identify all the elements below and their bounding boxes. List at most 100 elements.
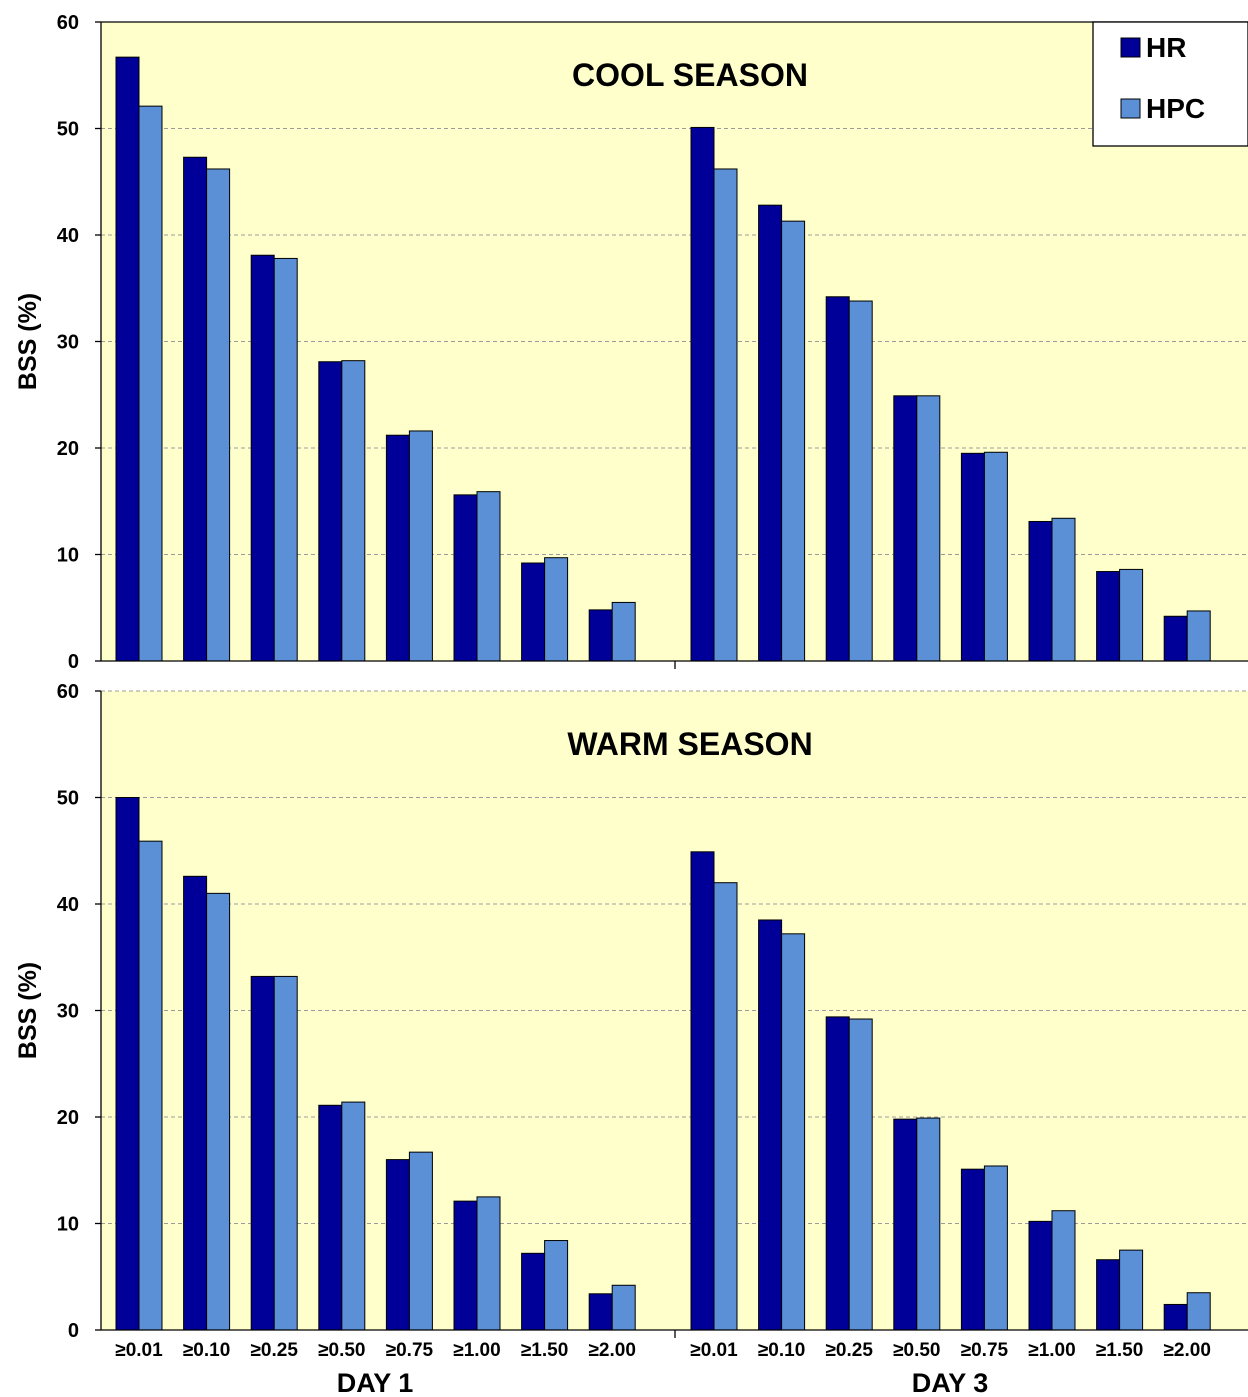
cool-season-y-tick-label: 20 bbox=[57, 438, 79, 460]
warm-season-y-tick-label: 0 bbox=[68, 1320, 79, 1342]
warm-season-bar-hr bbox=[825, 1016, 850, 1331]
x-category-label: ≥0.10 bbox=[183, 1340, 230, 1361]
warm-season-y-tick-label: 20 bbox=[57, 1107, 79, 1129]
warm-season-bar-hpc bbox=[611, 1284, 636, 1331]
warm-season-bar-hpc bbox=[1051, 1210, 1076, 1331]
x-category-label: ≥1.00 bbox=[453, 1340, 500, 1361]
cool-season-bar-hr bbox=[1163, 615, 1188, 662]
warm-season-y-tick-label: 30 bbox=[57, 1001, 79, 1023]
warm-season-bar-hr bbox=[893, 1118, 918, 1331]
cool-season-y-tick-label: 10 bbox=[57, 545, 79, 567]
legend-swatch-hr bbox=[1120, 37, 1141, 58]
x-category-label: ≥0.01 bbox=[115, 1340, 163, 1361]
cool-season-y-tick-label: 0 bbox=[68, 651, 79, 673]
x-category-label: ≥0.25 bbox=[825, 1340, 873, 1361]
cool-season-panel: 0 10 20 30 40 50 60 COOL SEASON BSS (%) bbox=[14, 12, 1248, 673]
cool-season-bar-hr bbox=[893, 395, 918, 662]
x-category-label: ≥0.01 bbox=[690, 1340, 738, 1361]
warm-season-bar-hpc bbox=[713, 882, 738, 1331]
x-category-label: ≥2.00 bbox=[588, 1340, 635, 1361]
cool-season-bar-hpc bbox=[611, 601, 636, 662]
warm-season-bar-hr bbox=[960, 1168, 985, 1331]
x-category-label: ≥0.50 bbox=[318, 1340, 365, 1361]
warm-season-bar-hpc bbox=[1119, 1249, 1144, 1331]
warm-season-bar-hr bbox=[115, 797, 140, 1331]
x-axis-group-labels: DAY 1 DAY 3 bbox=[337, 1368, 989, 1397]
x-category-label: ≥0.10 bbox=[758, 1340, 805, 1361]
warm-season-bar-hr bbox=[250, 975, 275, 1331]
cool-season-bar-hr bbox=[521, 562, 546, 662]
cool-season-y-tick-label: 50 bbox=[57, 119, 79, 141]
warm-season-bar-hr bbox=[183, 875, 208, 1331]
warm-season-bar-hr bbox=[690, 851, 715, 1331]
cool-season-bar-hr bbox=[115, 56, 140, 662]
warm-season-y-tick-label: 10 bbox=[57, 1214, 79, 1236]
warm-season-bars bbox=[115, 797, 1211, 1331]
warm-season-bar-hpc bbox=[341, 1101, 366, 1331]
warm-season-bar-hpc bbox=[138, 840, 163, 1331]
cool-season-bar-hr bbox=[1096, 571, 1121, 662]
warm-season-bar-hpc bbox=[848, 1018, 873, 1331]
cool-season-bar-hpc bbox=[713, 168, 738, 662]
legend-box bbox=[1092, 21, 1248, 147]
warm-season-bar-hpc bbox=[916, 1117, 941, 1331]
warm-season-bar-hpc bbox=[1186, 1292, 1211, 1331]
cool-season-bar-hr bbox=[588, 609, 613, 662]
cool-season-bar-hr bbox=[453, 494, 478, 662]
cool-season-bar-hpc bbox=[273, 257, 298, 662]
warm-season-bar-hpc bbox=[544, 1240, 569, 1331]
cool-season-bar-hr bbox=[825, 296, 850, 662]
warm-season-bar-hpc bbox=[408, 1151, 433, 1331]
cool-season-bar-hr bbox=[250, 254, 275, 662]
cool-season-bar-hpc bbox=[916, 395, 941, 662]
cool-season-bar-hpc bbox=[1051, 517, 1076, 662]
cool-season-bar-hpc bbox=[1186, 610, 1211, 662]
cool-season-bar-hpc bbox=[341, 360, 366, 662]
warm-season-bar-hr bbox=[1163, 1303, 1188, 1331]
x-category-label: ≥0.25 bbox=[250, 1340, 298, 1361]
legend-label-hr: HR bbox=[1146, 32, 1186, 63]
cool-season-bar-hpc bbox=[1119, 568, 1144, 662]
warm-season-bar-hr bbox=[1096, 1259, 1121, 1331]
cool-season-title: COOL SEASON bbox=[572, 57, 808, 93]
cool-season-bar-hr bbox=[385, 434, 410, 662]
cool-season-bar-hpc bbox=[848, 300, 873, 662]
legend-label-hpc: HPC bbox=[1146, 93, 1205, 124]
cool-season-bar-hpc bbox=[781, 220, 806, 662]
cool-season-bar-hr bbox=[318, 361, 343, 662]
warm-season-bar-hpc bbox=[983, 1165, 1008, 1331]
warm-season-bar-hpc bbox=[781, 933, 806, 1331]
cool-season-y-tick-label: 30 bbox=[57, 332, 79, 354]
warm-season-y-tick-label: 60 bbox=[57, 681, 79, 703]
warm-season-bar-hr bbox=[1028, 1220, 1053, 1331]
cool-season-axes: 0 10 20 30 40 50 60 bbox=[57, 12, 1248, 673]
cool-season-bar-hr bbox=[183, 156, 208, 662]
group-label-day-1: DAY 1 bbox=[337, 1368, 414, 1397]
warm-season-bar-hr bbox=[521, 1252, 546, 1331]
x-category-label: ≥1.50 bbox=[1096, 1340, 1143, 1361]
legend: HR HPC bbox=[1092, 21, 1248, 147]
x-category-label: ≥1.00 bbox=[1028, 1340, 1075, 1361]
warm-season-bar-hr bbox=[318, 1104, 343, 1331]
x-category-label: ≥2.00 bbox=[1163, 1340, 1210, 1361]
warm-season-title: WARM SEASON bbox=[567, 726, 812, 762]
cool-season-bar-hr bbox=[1028, 520, 1053, 662]
warm-season-bar-hr bbox=[758, 919, 783, 1331]
cool-season-bar-hpc bbox=[408, 430, 433, 662]
cool-season-y-tick-label: 60 bbox=[57, 12, 79, 34]
warm-season-panel: 0 10 20 30 40 50 60 ≥0.01 ≥0.10 ≥0.25 ≥0.50 ≥0.75 ≥1… bbox=[14, 681, 1248, 1361]
cool-season-y-tick-label: 40 bbox=[57, 225, 79, 247]
warm-season-y-axis-label: BSS (%) bbox=[14, 962, 42, 1059]
cool-season-bar-hpc bbox=[544, 557, 569, 662]
cool-season-bar-hpc bbox=[206, 168, 231, 662]
x-category-label: ≥1.50 bbox=[521, 1340, 568, 1361]
warm-season-bar-hpc bbox=[273, 975, 298, 1331]
warm-season-y-tick-label: 40 bbox=[57, 894, 79, 916]
x-category-label: ≥0.75 bbox=[961, 1340, 1009, 1361]
cool-season-bar-hpc bbox=[983, 451, 1008, 662]
cool-season-bars bbox=[115, 56, 1211, 662]
warm-season-bar-hpc bbox=[206, 892, 231, 1331]
legend-swatch-hpc bbox=[1120, 98, 1141, 119]
warm-season-bar-hr bbox=[588, 1293, 613, 1331]
